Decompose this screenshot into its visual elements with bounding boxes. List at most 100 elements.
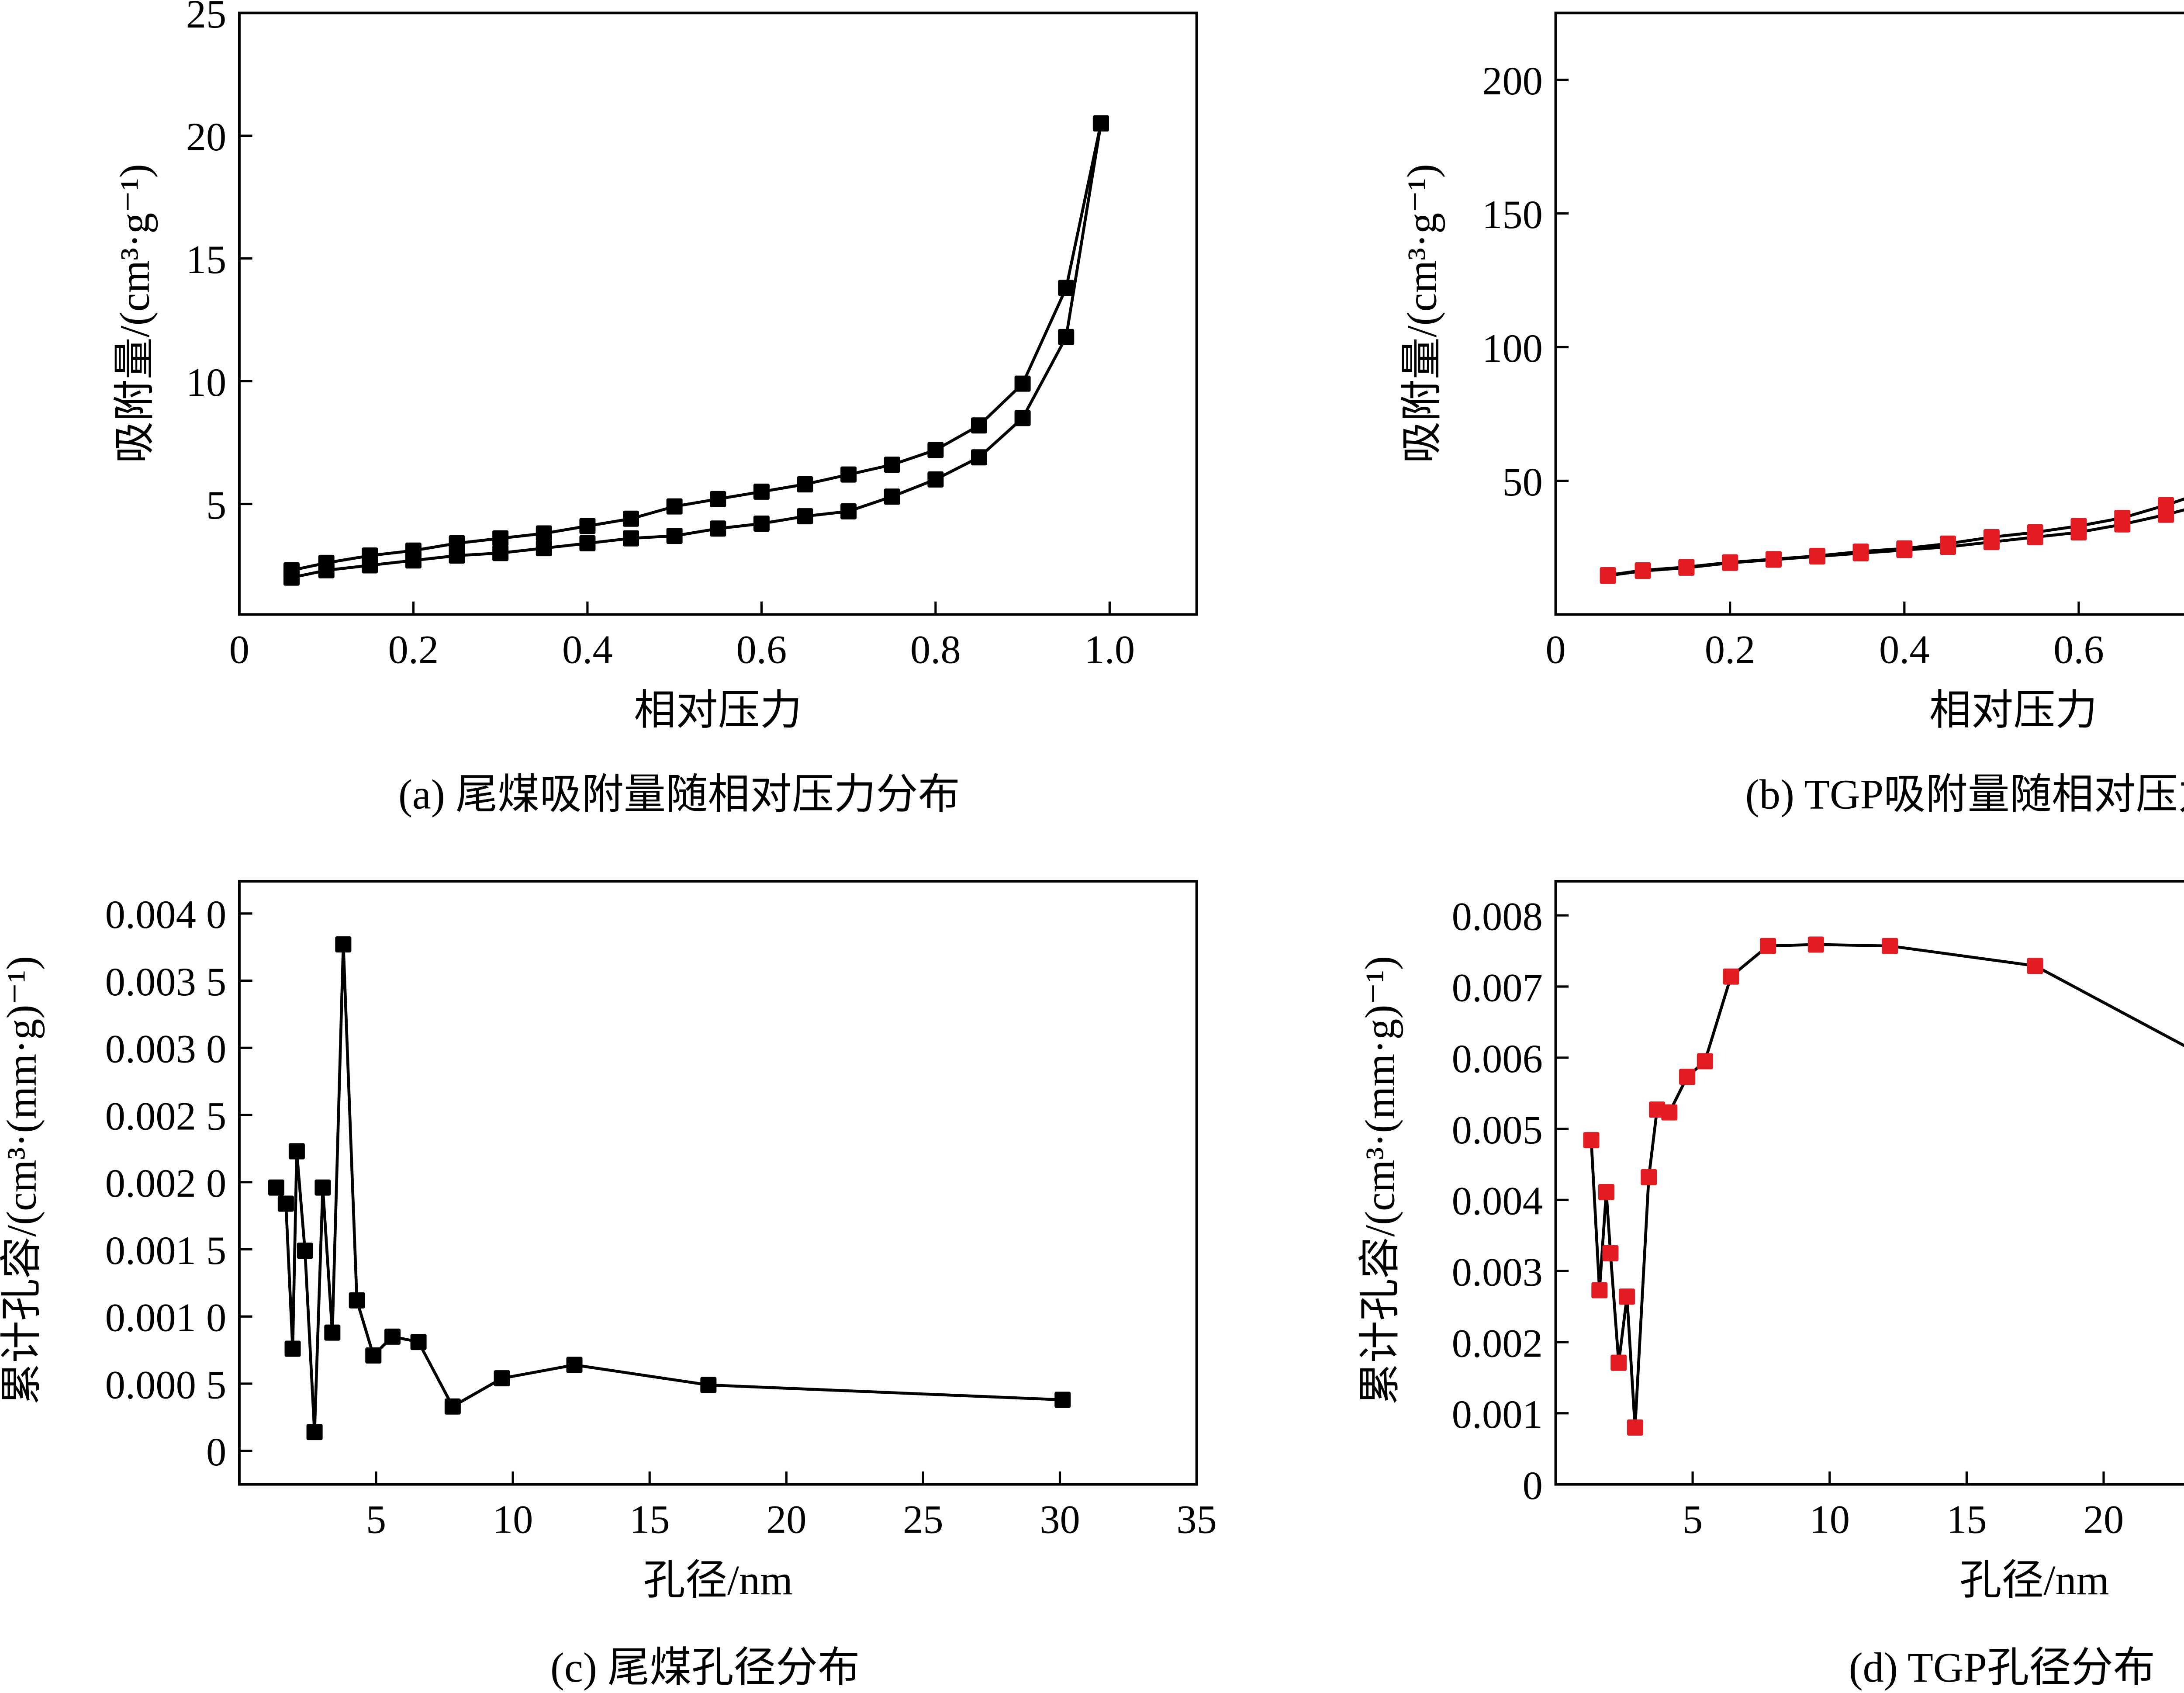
plot-frame	[238, 11, 1198, 616]
y-tick-label: 0.003 0	[105, 1027, 227, 1072]
series-line-adsorption	[1607, 508, 2184, 577]
data-point-marker	[1807, 936, 1824, 953]
data-point-marker	[2027, 958, 2043, 974]
data-point-marker	[1809, 547, 1825, 564]
data-point-marker	[318, 554, 335, 571]
y-tick-label: 100	[1482, 326, 1543, 371]
data-point-marker	[1054, 1392, 1071, 1408]
data-point-marker	[710, 491, 726, 507]
data-point-marker	[1583, 1132, 1600, 1149]
y-tick-label: 5	[206, 483, 226, 528]
x-tick-label: 5	[1683, 1498, 1703, 1542]
y-tick-label: 0.008	[1452, 895, 1543, 939]
y-tick-label: 20	[186, 115, 227, 159]
data-point-marker	[444, 1398, 461, 1415]
panel-caption: (d) TGP孔径分布	[1849, 1644, 2155, 1691]
x-tick-label: 10	[493, 1498, 533, 1542]
axis-ticks: 510152025303500.0010.0020.0030.0040.0050…	[1452, 895, 2124, 1542]
data-point-marker	[2027, 524, 2043, 541]
data-point-marker	[884, 488, 900, 505]
data-point-marker	[971, 417, 988, 434]
data-point-marker	[268, 1179, 284, 1196]
data-point-marker	[1641, 1169, 1657, 1185]
y-tick-label: 0.000 5	[105, 1363, 227, 1407]
plot-marks	[1583, 936, 2184, 1436]
axis-ticks: 0 0.2 0.4 0.6 0.8 1.0 5 10 15 20 25	[186, 0, 1135, 672]
panel-caption: (b) TGP吸附量随相对压力分布	[1745, 771, 2184, 818]
y-axis-title: 累计孔容/(cm³·(mm·g)⁻¹)	[1356, 956, 1403, 1405]
data-point-marker	[1058, 280, 1075, 296]
data-point-marker	[1591, 1282, 1608, 1298]
data-point-marker	[297, 1243, 313, 1259]
data-point-marker	[536, 540, 552, 557]
data-point-marker	[283, 562, 300, 578]
data-point-marker	[1852, 544, 1869, 560]
x-tick-label: 35	[1176, 1498, 1217, 1542]
data-point-marker	[700, 1377, 717, 1393]
panel-b: 00.20.40.60.81.050100150200 相对压力 吸附量/(cm…	[1399, 11, 2184, 818]
plot-frame	[238, 880, 1198, 1486]
data-point-marker	[1014, 375, 1031, 392]
y-tick-label: 0	[206, 1430, 226, 1475]
series-line-cumulative-pore-volume	[275, 943, 1063, 1433]
data-point-marker	[335, 936, 352, 953]
x-axis-title: 孔径/nm	[643, 1557, 793, 1603]
y-tick-label: 0.001 5	[105, 1229, 227, 1273]
data-point-marker	[492, 545, 509, 561]
data-point-marker	[1600, 567, 1616, 583]
x-tick-label: 20	[766, 1498, 807, 1542]
data-point-marker	[1649, 1101, 1666, 1118]
data-point-marker	[1722, 554, 1738, 571]
data-point-marker	[362, 547, 378, 564]
data-point-marker	[449, 535, 465, 551]
data-point-marker	[1610, 1354, 1627, 1371]
y-tick-label: 0.003 5	[105, 960, 227, 1004]
data-point-marker	[1760, 938, 1776, 954]
y-tick-label: 0.001	[1452, 1392, 1543, 1437]
data-point-marker	[666, 498, 683, 515]
data-point-marker	[494, 1370, 510, 1387]
data-point-marker	[284, 1340, 301, 1357]
x-axis-title: 孔径/nm	[1959, 1557, 2109, 1603]
data-point-marker	[2070, 518, 2087, 534]
data-point-marker	[797, 508, 813, 525]
y-axis-title: 吸附量/(cm³·g⁻¹)	[111, 164, 158, 464]
data-point-marker	[1697, 1053, 1713, 1070]
data-point-marker	[1940, 535, 1956, 552]
data-point-marker	[492, 530, 509, 547]
y-axis-title: 吸附量/(cm³·g⁻¹)	[1399, 164, 1445, 464]
data-point-marker	[277, 1195, 294, 1212]
data-point-marker	[1619, 1288, 1635, 1305]
x-tick-label: 0.2	[1705, 627, 1755, 672]
data-point-marker	[797, 476, 813, 493]
data-point-marker	[536, 525, 552, 542]
data-point-marker	[579, 518, 596, 534]
x-tick-label: 15	[1946, 1498, 1987, 1542]
x-tick-label: 0.4	[562, 627, 613, 672]
x-axis-title: 相对压力	[634, 687, 802, 734]
panel-a: 0 0.2 0.4 0.6 0.8 1.0 5 10 15 20 25 相对压力 吸附量/(cm³·…	[111, 0, 1198, 818]
y-tick-label: 25	[186, 0, 227, 37]
data-point-marker	[314, 1179, 331, 1196]
data-point-marker	[449, 547, 465, 564]
data-point-marker	[405, 542, 422, 559]
data-point-marker	[927, 471, 944, 488]
data-point-marker	[1983, 529, 2000, 546]
data-point-marker	[410, 1334, 427, 1350]
axis-ticks: 5 10 15 20 25 30 35 0 0.000 5 0.001 0 0.001 5 0.002…	[105, 893, 1217, 1542]
x-tick-label: 30	[1040, 1498, 1080, 1542]
data-point-marker	[1602, 1245, 1619, 1261]
x-tick-label: 0	[1545, 627, 1565, 672]
data-point-marker	[1058, 329, 1075, 345]
y-tick-label: 15	[186, 238, 227, 282]
x-tick-label: 0	[229, 627, 249, 672]
y-tick-label: 0.004	[1452, 1179, 1543, 1224]
x-tick-label: 0.2	[388, 627, 439, 672]
y-tick-label: 0.005	[1452, 1108, 1543, 1153]
x-tick-label: 15	[629, 1498, 670, 1542]
x-tick-label: 5	[366, 1498, 386, 1542]
y-tick-label: 0.002 0	[105, 1161, 227, 1206]
y-tick-label: 50	[1502, 460, 1543, 505]
data-point-marker	[840, 466, 857, 483]
